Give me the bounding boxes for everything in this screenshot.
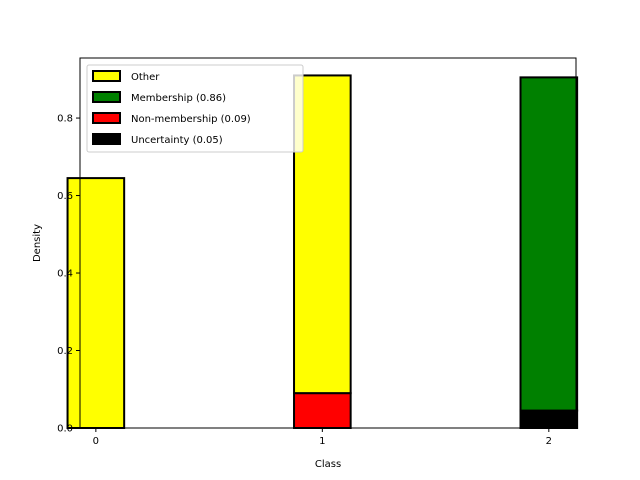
bar-1-nonmembership bbox=[293, 392, 352, 429]
legend-label-nonmembership: Non-membership (0.09) bbox=[131, 114, 251, 125]
legend-label-other: Other bbox=[131, 72, 160, 83]
y-tick-label: 0.2 bbox=[57, 346, 73, 357]
legend: Other Membership (0.86) Non-membership (0.… bbox=[86, 64, 304, 153]
legend-swatch-nonmembership bbox=[92, 112, 121, 124]
bars-group bbox=[66, 74, 579, 430]
y-tick-label: 0.0 bbox=[57, 424, 73, 435]
x-tick-label: 1 bbox=[319, 436, 325, 447]
legend-swatch-other bbox=[92, 70, 121, 82]
legend-label-uncertainty: Uncertainty (0.05) bbox=[131, 135, 223, 146]
y-tick-label: 0.8 bbox=[57, 114, 73, 125]
y-axis: 0.0 0.2 0.4 0.6 0.8 bbox=[57, 114, 80, 435]
bar-0-other bbox=[66, 177, 126, 429]
x-tick-label: 2 bbox=[546, 436, 552, 447]
y-axis-label: Density bbox=[32, 224, 43, 262]
plot-frame bbox=[79, 57, 577, 429]
legend-swatch-membership bbox=[92, 91, 121, 103]
x-axis: 0 1 2 bbox=[93, 428, 552, 447]
bar-2-uncertainty bbox=[519, 409, 579, 430]
y-tick-label: 0.6 bbox=[57, 191, 73, 202]
y-tick-label: 0.4 bbox=[57, 269, 73, 280]
legend-swatch-uncertainty bbox=[92, 133, 121, 145]
bar-2-membership bbox=[519, 76, 579, 412]
legend-label-membership: Membership (0.86) bbox=[131, 93, 226, 104]
x-axis-label: Class bbox=[315, 459, 341, 470]
x-tick-label: 0 bbox=[93, 436, 99, 447]
legend-box bbox=[86, 64, 304, 153]
